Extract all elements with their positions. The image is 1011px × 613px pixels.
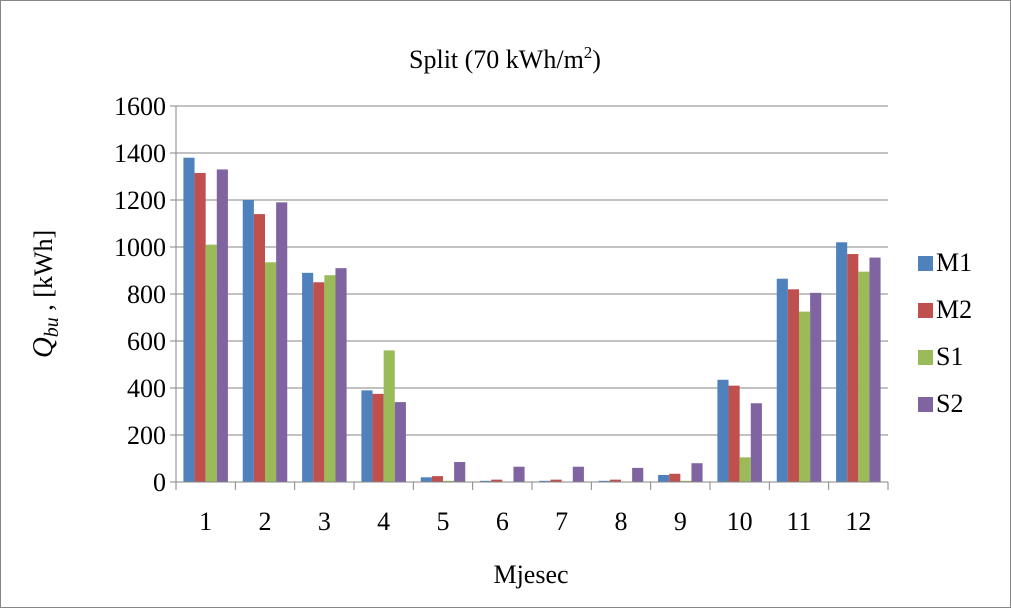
- bar-s1-9: [680, 480, 692, 482]
- bar-s2-3: [335, 268, 347, 482]
- bar-m1-5: [420, 477, 432, 482]
- bar-s2-5: [454, 462, 466, 482]
- bar-s2-7: [572, 466, 584, 482]
- y-axis-label-var: Q: [27, 337, 59, 358]
- x-tick-label: 8: [615, 507, 628, 536]
- y-axis-label-unit: , [kWh]: [29, 230, 58, 317]
- bar-m2-1: [194, 172, 206, 482]
- chart-title: Split (70 kWh/m2): [409, 43, 601, 74]
- bar-m1-11: [776, 278, 788, 482]
- x-tick-label: 2: [259, 507, 272, 536]
- bar-m2-8: [609, 479, 621, 482]
- legend-label-m2: M2: [936, 295, 972, 324]
- bars: [183, 157, 881, 482]
- legend-swatch-s2: [918, 397, 933, 412]
- bar-m1-6: [480, 480, 492, 482]
- y-axis-label-sub: bu: [41, 317, 63, 337]
- bar-s2-4: [394, 402, 406, 482]
- bar-m2-2: [253, 214, 265, 482]
- bar-s1-2: [265, 262, 277, 482]
- x-axis-ticks: 1 2 3 4 5 6 7 8 9 10 11 12: [175, 482, 889, 536]
- bar-m1-4: [361, 390, 373, 482]
- bar-s2-2: [276, 202, 288, 482]
- bar-s1-1: [205, 244, 217, 482]
- legend-swatch-m2: [918, 303, 933, 318]
- bar-m2-7: [550, 479, 562, 482]
- y-tick-label: 1000: [114, 233, 166, 262]
- x-tick-label: 10: [727, 507, 753, 536]
- bar-s1-11: [799, 311, 811, 482]
- chart-title-main: Split (70 kWh/m: [409, 45, 584, 74]
- bar-m2-9: [669, 473, 681, 482]
- bar-s2-10: [750, 403, 762, 482]
- y-tick-label: 1200: [114, 186, 166, 215]
- bar-m2-6: [491, 479, 503, 482]
- x-tick-label: 4: [377, 507, 390, 536]
- legend-label-m1: M1: [936, 248, 972, 277]
- bar-s2-6: [513, 466, 525, 482]
- bar-s1-5: [443, 480, 455, 482]
- chart-title-superscript: 2: [584, 43, 593, 62]
- y-axis-ticks: 0 200 400 600 800 1000 1200 1400 1600: [114, 92, 176, 497]
- legend-swatch-s1: [918, 350, 933, 365]
- y-tick-label: 600: [127, 327, 166, 356]
- y-tick-label: 1600: [114, 92, 166, 121]
- x-axis-label: Mjesec: [493, 560, 568, 589]
- legend-label-s1: S1: [936, 342, 963, 371]
- x-tick-label: 7: [555, 507, 568, 536]
- x-tick-label: 11: [786, 507, 811, 536]
- legend: M1 M2 S1 S2: [918, 248, 972, 418]
- y-tick-label: 800: [127, 280, 166, 309]
- bar-s2-12: [869, 257, 881, 482]
- x-tick-label: 1: [199, 507, 212, 536]
- legend-swatch-m1: [918, 256, 933, 271]
- legend-label-s2: S2: [936, 389, 963, 418]
- bar-s1-12: [858, 271, 870, 482]
- bar-m1-3: [302, 272, 314, 482]
- y-tick-label: 1400: [114, 139, 166, 168]
- bar-m2-11: [787, 289, 799, 482]
- x-tick-label: 3: [318, 507, 331, 536]
- chart-title-end: ): [592, 45, 601, 74]
- bar-m1-10: [717, 379, 729, 482]
- x-tick-label: 9: [674, 507, 687, 536]
- x-tick-label: 12: [845, 507, 871, 536]
- bar-m2-4: [372, 393, 384, 482]
- bar-m2-5: [431, 476, 443, 482]
- y-tick-label: 400: [127, 374, 166, 403]
- bar-s2-11: [810, 292, 822, 482]
- bar-m1-12: [836, 242, 848, 482]
- bar-m2-10: [728, 385, 740, 482]
- bar-s1-3: [324, 275, 336, 482]
- bar-m1-9: [658, 474, 670, 482]
- bar-m1-2: [242, 200, 254, 482]
- y-tick-label: 200: [127, 421, 166, 450]
- bar-s2-8: [632, 467, 644, 482]
- x-tick-label: 5: [437, 507, 450, 536]
- bar-m1-8: [598, 480, 610, 482]
- gridlines: [176, 105, 888, 436]
- bar-s1-4: [383, 350, 395, 482]
- bar-s2-1: [216, 169, 228, 482]
- bar-s1-10: [739, 457, 751, 482]
- bar-s2-9: [691, 463, 703, 482]
- y-tick-label: 0: [153, 468, 166, 497]
- y-axis-label: Qbu , [kWh]: [27, 230, 63, 358]
- bar-m1-1: [183, 157, 195, 482]
- bar-m1-7: [539, 480, 551, 482]
- x-tick-label: 6: [496, 507, 509, 536]
- bar-m2-12: [847, 254, 859, 482]
- bar-m2-3: [313, 282, 325, 482]
